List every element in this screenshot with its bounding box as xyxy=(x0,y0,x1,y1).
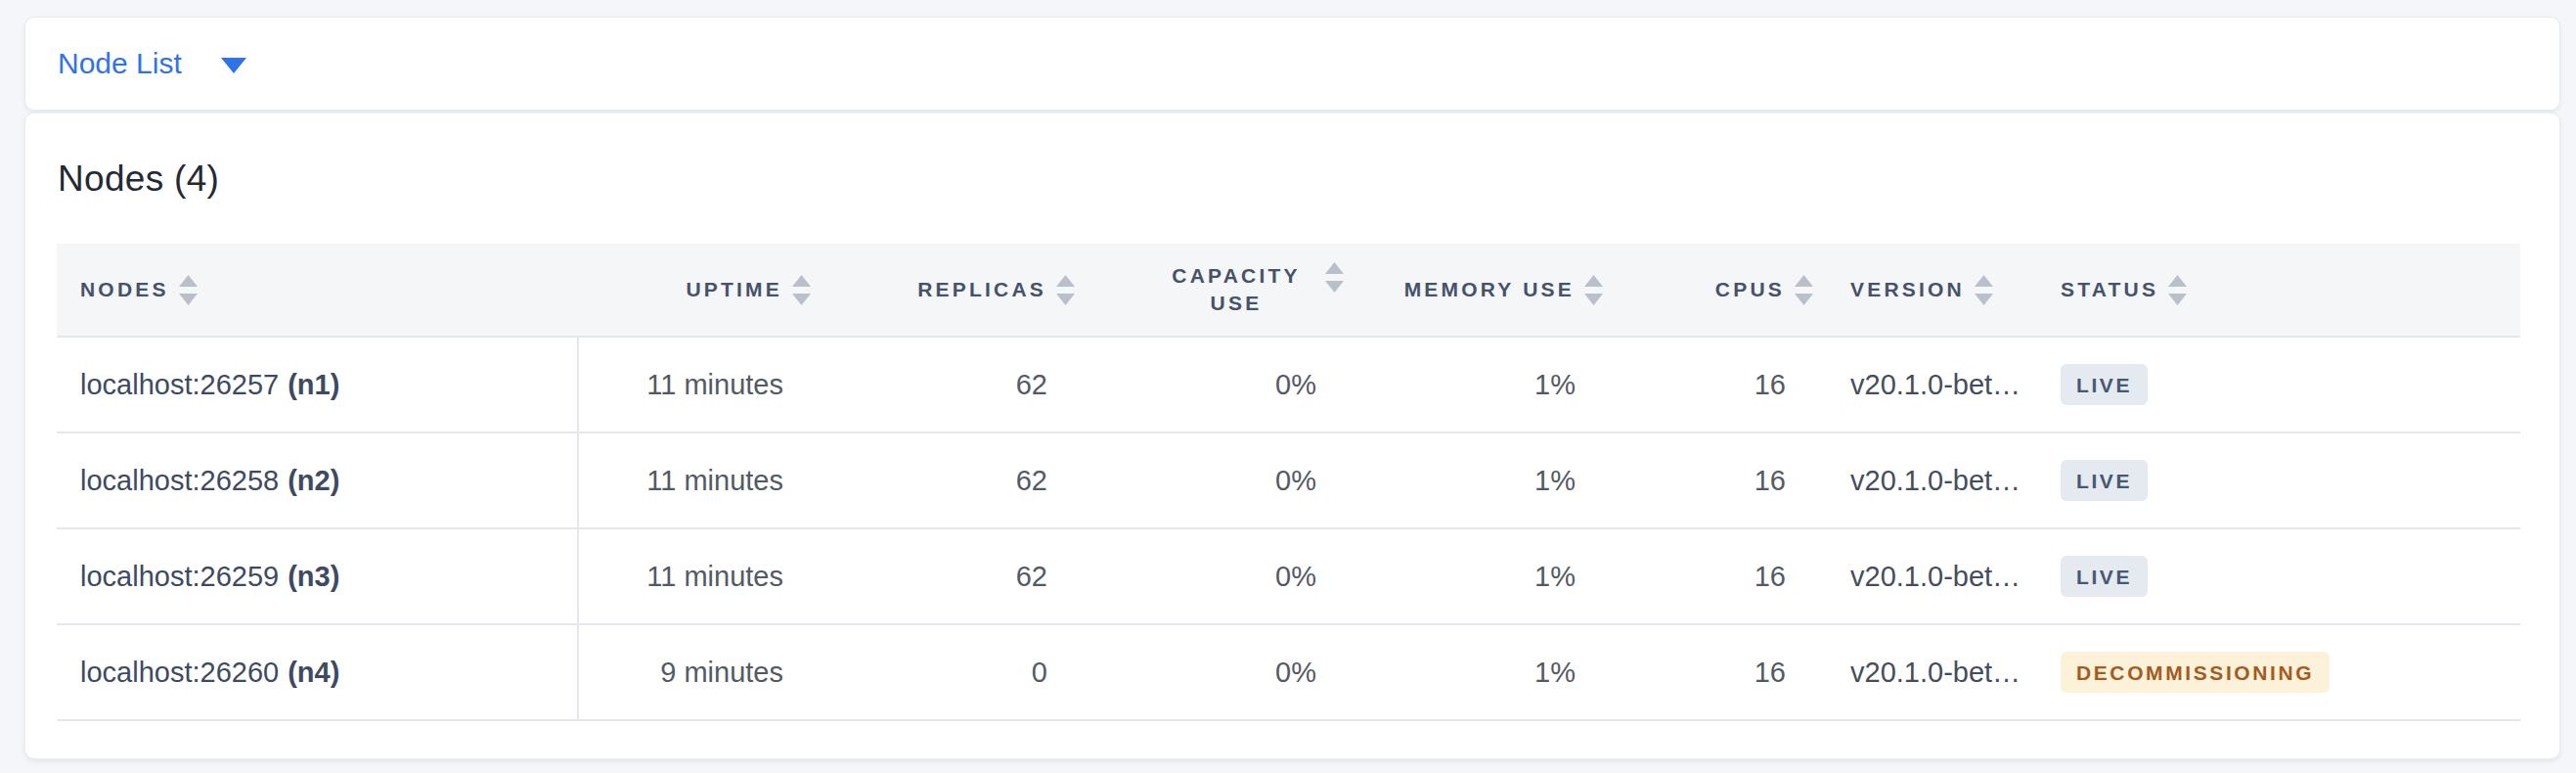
node-address-cell: localhost:26258 (n2) xyxy=(57,432,578,528)
memory-use-cell: 1% xyxy=(1346,528,1605,624)
table-row: localhost:26259(n3) 11 minutes 62 0% 1% … xyxy=(57,528,2520,624)
status-badge: LIVE xyxy=(2061,364,2148,405)
version-cell: v20.1.0-bet… xyxy=(1815,432,2035,528)
node-address-cell: localhost:26257 (n1) xyxy=(57,337,578,432)
table-row: localhost:26257(n1) 11 minutes 62 0% 1% … xyxy=(57,337,2520,432)
sort-icon xyxy=(2168,275,2187,305)
column-label: MEMORY USE xyxy=(1404,278,1575,301)
node-id: (n3) xyxy=(288,561,339,592)
table-header: NODES UPTIME REPLICAS xyxy=(57,244,2520,337)
node-address: localhost:26257 xyxy=(80,369,279,400)
version-cell: v20.1.0-bet… xyxy=(1815,528,2035,624)
nodes-panel: Nodes (4) NODES UPTIME xyxy=(24,113,2560,759)
column-header-status[interactable]: STATUS xyxy=(2035,244,2520,337)
node-address-cell: localhost:26259 (n3) xyxy=(57,528,578,624)
column-label: CPUS xyxy=(1715,278,1785,301)
page-title: Nodes (4) xyxy=(58,159,219,200)
sort-icon xyxy=(792,275,811,305)
capacity-use-cell: 0% xyxy=(1077,337,1346,432)
node-list-dropdown[interactable]: Node List xyxy=(58,47,246,80)
table-row: localhost:26260 (n4) 9 minutes 0 0% 1% 16… xyxy=(57,624,2520,720)
column-header-version[interactable]: VERSION xyxy=(1815,244,2035,337)
node-address: localhost:26259 xyxy=(80,561,279,592)
version-cell: v20.1.0-bet… xyxy=(1815,624,2035,720)
replicas-cell: 0 xyxy=(813,624,1077,720)
cpus-cell: 16 xyxy=(1605,337,1815,432)
status-cell: LIVE xyxy=(2035,337,2520,432)
memory-use-cell: 1% xyxy=(1346,624,1605,720)
caret-down-icon xyxy=(221,58,246,73)
capacity-use-cell: 0% xyxy=(1077,432,1346,528)
capacity-use-cell: 0% xyxy=(1077,528,1346,624)
memory-use-cell: 1% xyxy=(1346,432,1605,528)
sort-icon xyxy=(1975,275,1993,305)
column-header-cpus[interactable]: CPUS xyxy=(1605,244,1815,337)
version-cell: v20.1.0-bet… xyxy=(1815,337,2035,432)
status-cell: LIVE xyxy=(2035,528,2520,624)
node-list-dropdown-label: Node List xyxy=(58,47,182,80)
uptime-cell: 11 minutes xyxy=(578,337,813,432)
column-header-nodes[interactable]: NODES xyxy=(57,244,578,337)
sort-icon xyxy=(1056,275,1075,305)
cpus-cell: 16 xyxy=(1605,528,1815,624)
sort-icon xyxy=(1325,262,1344,293)
status-badge: DECOMMISSIONING xyxy=(2061,652,2330,693)
node-id: (n2) xyxy=(288,465,339,496)
column-label: NODES xyxy=(80,278,169,301)
column-label: UPTIME xyxy=(686,278,782,301)
replicas-cell: 62 xyxy=(813,432,1077,528)
column-label: STATUS xyxy=(2061,278,2158,301)
column-header-memory-use[interactable]: MEMORY USE xyxy=(1346,244,1605,337)
node-address: localhost:26260 xyxy=(80,657,279,688)
replicas-cell: 62 xyxy=(813,337,1077,432)
status-cell: LIVE xyxy=(2035,432,2520,528)
sort-icon xyxy=(179,275,198,305)
column-header-replicas[interactable]: REPLICAS xyxy=(813,244,1077,337)
column-label: VERSION xyxy=(1850,278,1965,301)
memory-use-cell: 1% xyxy=(1346,337,1605,432)
column-label: REPLICAS xyxy=(917,278,1046,301)
capacity-use-cell: 0% xyxy=(1077,624,1346,720)
cpus-cell: 16 xyxy=(1605,624,1815,720)
uptime-cell: 9 minutes xyxy=(578,624,813,720)
uptime-cell: 11 minutes xyxy=(578,528,813,624)
node-address: localhost:26258 xyxy=(80,465,279,496)
cpus-cell: 16 xyxy=(1605,432,1815,528)
sort-icon xyxy=(1795,275,1813,305)
status-badge: LIVE xyxy=(2061,460,2148,501)
sort-icon xyxy=(1584,275,1603,305)
node-id: (n1) xyxy=(288,369,339,400)
column-header-capacity-use[interactable]: CAPACITY USE xyxy=(1077,244,1346,337)
node-address-cell: localhost:26260 (n4) xyxy=(57,624,578,720)
status-cell: DECOMMISSIONING xyxy=(2035,624,2520,720)
replicas-cell: 62 xyxy=(813,528,1077,624)
status-badge: LIVE xyxy=(2061,556,2148,597)
table-row: localhost:26258(n2) 11 minutes 62 0% 1% … xyxy=(57,432,2520,528)
column-label: CAPACITY USE xyxy=(1157,262,1315,318)
view-selector-bar: Node List xyxy=(24,17,2560,111)
uptime-cell: 11 minutes xyxy=(578,432,813,528)
node-id: (n4) xyxy=(288,657,339,688)
nodes-table: NODES UPTIME REPLICAS xyxy=(57,244,2520,721)
column-header-uptime[interactable]: UPTIME xyxy=(578,244,813,337)
